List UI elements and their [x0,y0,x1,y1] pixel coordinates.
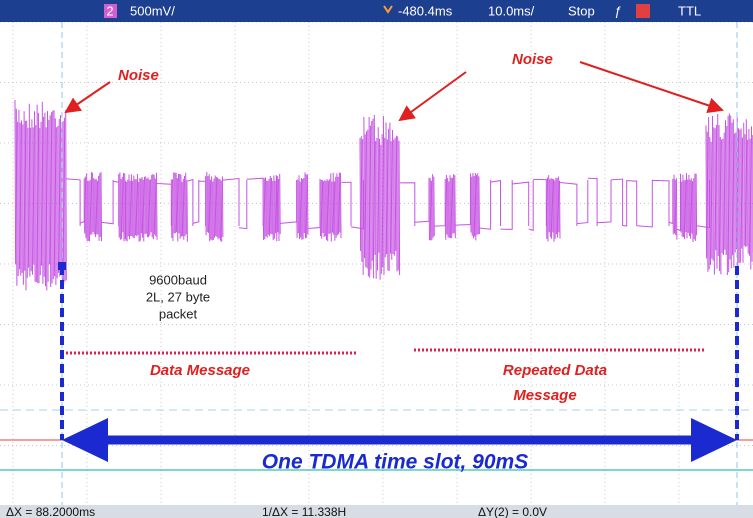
scope-screen: Noise Noise 9600baud 2L, 27 byte packet … [0,0,753,518]
trigger-type: TTL [678,3,701,18]
channel: 2 [106,3,113,18]
baud-label: packet [159,306,198,321]
trigger-edge: ƒ [614,3,621,18]
noise-label: Noise [118,67,159,84]
repeated-label: Message [513,387,576,404]
noise-label: Noise [512,51,553,68]
slot-label: One TDMA time slot, 90mS [262,451,528,474]
timebase: 10.0ms/ [488,3,535,18]
delta-x: ΔX = 88.2000ms [6,505,95,518]
data-message-label: Data Message [150,362,250,379]
delay: -480.4ms [398,3,453,18]
inverse-delta-x: 1/ΔX = 11.338H [262,505,346,518]
baud-label: 9600baud [149,272,207,287]
repeated-label: Repeated Data [503,362,607,379]
scale: 500mV/ [130,3,175,18]
delta-y: ΔY(2) = 0.0V [478,505,547,518]
page: Noise Noise 9600baud 2L, 27 byte packet … [0,0,753,518]
baud-label: 2L, 27 byte [146,289,210,304]
trigger-badge [636,4,650,18]
status: Stop [568,3,595,18]
slot-marker [58,262,66,270]
footer-bar [0,505,753,518]
